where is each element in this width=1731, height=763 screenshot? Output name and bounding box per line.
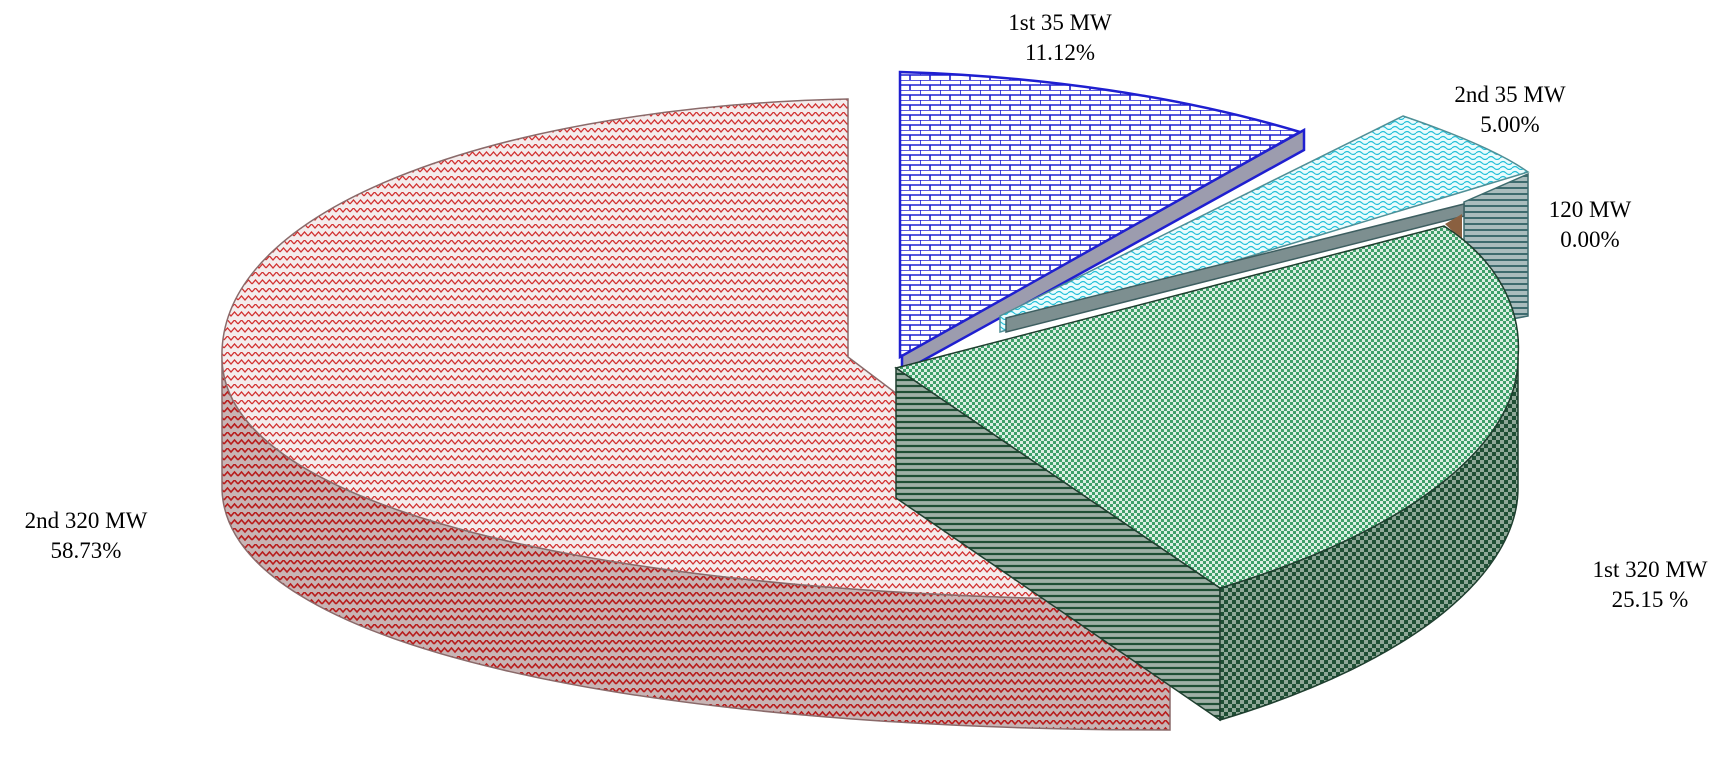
label-120-mw-value: 0.00%	[1560, 227, 1620, 252]
label-1st-320-mw-value: 25.15 %	[1611, 587, 1689, 612]
label-120-mw: 120 MW 0.00%	[1520, 195, 1660, 255]
slice-1st-35-mw	[898, 70, 1306, 375]
label-2nd-35-mw: 2nd 35 MW 5.00%	[1430, 80, 1590, 140]
slice-2nd-35-mw-top	[999, 115, 1530, 334]
label-2nd-320-mw-value: 58.73%	[50, 538, 122, 563]
label-120-mw-name: 120 MW	[1548, 197, 1632, 222]
label-2nd-35-mw-value: 5.00%	[1480, 112, 1540, 137]
slice-1st-320-mw	[894, 225, 1520, 722]
slice-120-mw-wedge	[1445, 214, 1462, 240]
slice-120-mw-edge	[1005, 203, 1465, 333]
label-1st-35-mw: 1st 35 MW 11.12%	[980, 8, 1140, 68]
label-1st-35-mw-name: 1st 35 MW	[1008, 10, 1112, 35]
label-2nd-320-mw-name: 2nd 320 MW	[24, 508, 148, 533]
slice-1st-320-mw-top	[894, 225, 1520, 589]
slice-1st-35-mw-top	[898, 70, 1304, 360]
label-1st-35-mw-value: 11.12%	[1024, 40, 1096, 65]
label-1st-320-mw-name: 1st 320 MW	[1592, 557, 1708, 582]
label-2nd-35-mw-name: 2nd 35 MW	[1454, 82, 1566, 107]
label-1st-320-mw: 1st 320 MW 25.15 %	[1575, 555, 1725, 615]
slice-2nd-35-mw	[999, 115, 1530, 334]
label-2nd-320-mw: 2nd 320 MW 58.73%	[6, 506, 166, 566]
